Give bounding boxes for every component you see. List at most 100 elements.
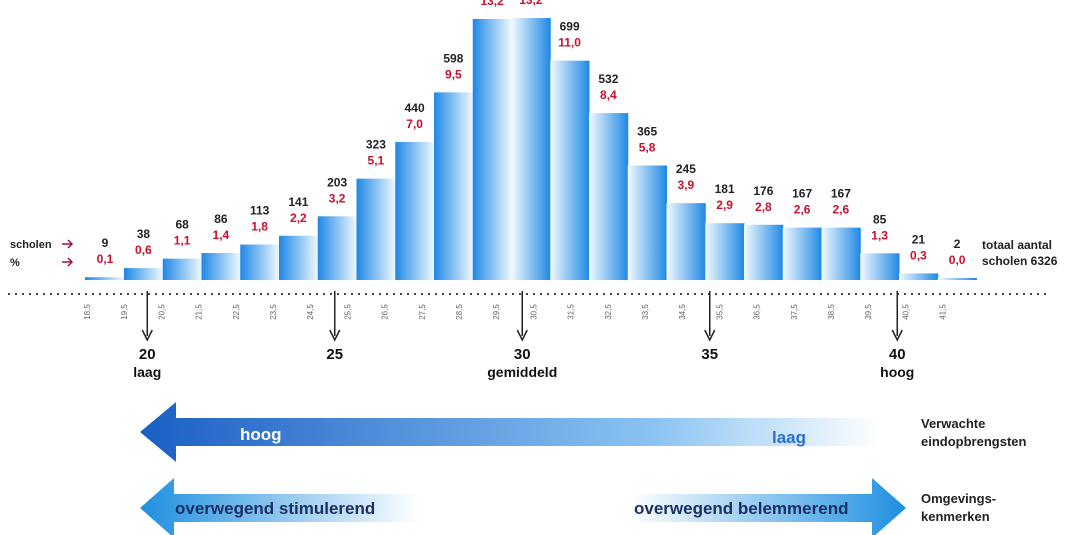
percent-label-4: 1,8 [251, 220, 268, 234]
expected-results-left-label: hoog [240, 425, 282, 444]
tick-label-6: 24,5 [306, 304, 315, 320]
percent-label-9: 9,5 [445, 67, 462, 81]
bar-7 [356, 178, 396, 280]
percent-label-0: 0,1 [97, 252, 114, 266]
bar-9 [434, 92, 474, 280]
count-label-7: 323 [366, 138, 386, 152]
scholen-row-label: scholen [10, 239, 52, 251]
bar-14 [627, 165, 667, 280]
expected-results-arrow [140, 402, 880, 462]
count-label-6: 203 [327, 175, 347, 189]
major-tick-arrow-3 [704, 329, 716, 342]
major-tick-value-4: 40 [889, 346, 906, 363]
count-label-13: 532 [598, 72, 618, 86]
bar-5 [279, 235, 319, 280]
count-label-22: 2 [954, 237, 961, 251]
count-label-19: 167 [831, 187, 851, 201]
bar-4 [240, 244, 280, 280]
bar-6 [317, 216, 357, 280]
tick-label-10: 28,5 [455, 304, 464, 320]
environment-right-arrow [630, 478, 906, 535]
percent-label-5: 2,2 [290, 211, 307, 225]
count-label-2: 68 [175, 218, 189, 232]
tick-label-16: 34,5 [678, 304, 687, 320]
count-label-21: 21 [912, 232, 926, 246]
tick-label-0: 18,5 [83, 304, 92, 320]
tick-label-1: 19,5 [120, 304, 129, 320]
major-tick-arrow-1 [329, 329, 341, 342]
percent-label-7: 5,1 [368, 154, 385, 168]
tick-label-23: 41,5 [939, 304, 948, 320]
tick-label-13: 31,5 [567, 304, 576, 320]
count-label-12: 699 [560, 20, 580, 34]
bar-18 [782, 227, 822, 280]
percent-label-16: 2,9 [716, 198, 733, 212]
bar-1 [124, 268, 164, 280]
count-label-4: 113 [250, 204, 270, 218]
tick-label-14: 32,5 [604, 304, 613, 320]
tick-label-19: 37,5 [790, 304, 799, 320]
tick-label-4: 22,5 [232, 304, 241, 320]
tick-label-7: 25,5 [343, 304, 352, 320]
major-tick-value-3: 35 [701, 346, 718, 363]
bar-2 [162, 258, 202, 280]
arrows: hoog laag Verwachte eindopbrengsten overwege… [140, 402, 1027, 535]
percent-label-8: 7,0 [406, 117, 423, 131]
tick-label-9: 27,5 [418, 304, 427, 320]
total-label-line1: totaal aantal [982, 238, 1052, 252]
bar-8 [395, 141, 435, 280]
tick-label-20: 38,5 [827, 304, 836, 320]
percent-label-6: 3,2 [329, 191, 346, 205]
count-label-5: 141 [288, 195, 308, 209]
bar-15 [666, 203, 706, 280]
percent-label-10: 13,2 [480, 0, 504, 8]
bar-11 [511, 18, 551, 280]
percent-label-22: 0,0 [949, 253, 966, 267]
total-label-line2: scholen 6326 [982, 254, 1058, 268]
percent-label-18: 2,6 [794, 203, 811, 217]
count-label-18: 167 [792, 187, 812, 201]
count-label-20: 85 [873, 212, 887, 226]
scholen-row-arrow-icon [62, 239, 74, 249]
tick-label-2: 20,5 [157, 304, 166, 320]
major-tick-label-2: gemiddeld [487, 364, 557, 380]
major-tick-value-1: 25 [326, 346, 343, 363]
x-axis: 18,5 19,5 20,5 21,5 22,5 23,5 24,5 25,5 26,5 27,5… [8, 291, 1050, 380]
percent-label-14: 5,8 [639, 140, 656, 154]
environment-left-label: overwegend stimulerend [175, 499, 375, 518]
tick-label-18: 36,5 [753, 304, 762, 320]
percent-label-1: 0,6 [135, 243, 152, 257]
percent-label-17: 2,8 [755, 200, 772, 214]
expected-results-caption-2: eindopbrengsten [921, 434, 1027, 449]
environment-caption-2: kenmerken [921, 509, 990, 524]
tick-label-15: 33,5 [641, 304, 650, 320]
percent-label-20: 1,3 [871, 228, 888, 242]
environment-left-arrow [140, 478, 420, 535]
count-label-8: 440 [405, 101, 425, 115]
tick-label-12: 30,5 [529, 304, 538, 320]
bar-19 [821, 227, 861, 280]
percent-label-13: 8,4 [600, 88, 617, 102]
percent-label-11: 13,2 [519, 0, 543, 7]
percent-label-21: 0,3 [910, 248, 927, 262]
tick-label-22: 40,5 [901, 304, 910, 320]
bar-16 [705, 223, 745, 280]
bar-0 [85, 277, 125, 280]
major-tick-arrow-0 [141, 329, 153, 342]
percent-row-arrow-icon [62, 257, 74, 267]
count-label-15: 245 [676, 162, 696, 176]
expected-results-right-label: laag [772, 428, 806, 447]
major-tick-label-4: hoog [880, 364, 914, 380]
bar-3 [201, 253, 241, 280]
major-tick-value-0: 20 [139, 346, 156, 363]
percent-label-2: 1,1 [174, 234, 191, 248]
percent-label-15: 3,9 [678, 178, 695, 192]
tick-label-21: 39,5 [864, 304, 873, 320]
tick-label-8: 26,5 [381, 304, 390, 320]
tick-label-3: 21,5 [195, 304, 204, 320]
major-tick-arrow-2 [516, 329, 528, 342]
count-label-16: 181 [715, 182, 735, 196]
bar-21 [899, 273, 939, 280]
environment-right-label: overwegend belemmerend [634, 499, 848, 518]
